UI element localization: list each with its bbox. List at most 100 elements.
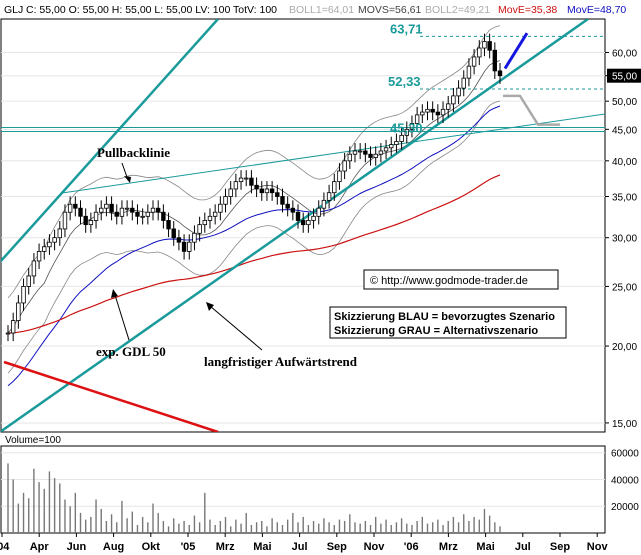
volume-tick-label: 40000 xyxy=(611,475,639,486)
candle-body xyxy=(233,181,239,190)
trend-arrowhead xyxy=(206,302,214,311)
pullback-arrowhead xyxy=(124,176,131,183)
candle-body xyxy=(451,95,456,105)
candle-body xyxy=(435,111,441,116)
volume-tick-label: 20000 xyxy=(611,502,639,513)
candle-body xyxy=(150,207,156,213)
symbol-label: GLJ xyxy=(4,4,23,16)
candle-body xyxy=(389,144,394,149)
candle-body xyxy=(425,108,430,113)
x-tick-label: '05 xyxy=(181,541,196,553)
candle-body xyxy=(456,87,461,97)
candle-body xyxy=(181,241,187,252)
y-tick-label: 60,00 xyxy=(612,48,637,59)
candle-body xyxy=(300,220,306,226)
candle-body xyxy=(306,220,311,226)
moving-averages xyxy=(7,105,501,387)
candle-body xyxy=(378,150,384,155)
pullback-label: Pullbacklinie xyxy=(97,145,170,160)
candle-body xyxy=(368,153,373,158)
candle-body xyxy=(99,207,104,213)
grid xyxy=(1,51,605,424)
candle-body xyxy=(326,192,332,201)
y-tick-label: 15,00 xyxy=(612,419,637,430)
candle-body xyxy=(352,150,358,155)
x-tick-label: Mrz xyxy=(216,541,235,553)
level-label-6371: 63,71 xyxy=(390,21,423,36)
candle-body xyxy=(321,199,327,209)
time-axis: '04 Apr Jun Aug Okt '05 Mrz Mai Jul Sep Nov '06 Mrz M… xyxy=(0,533,608,553)
movs-line xyxy=(7,60,501,334)
candle-body xyxy=(52,237,57,243)
candle-body xyxy=(104,203,109,209)
candle-body xyxy=(249,177,254,186)
last-price-text: 55,00 xyxy=(612,72,637,83)
y-tick-label: 50,00 xyxy=(612,97,637,108)
candle-body xyxy=(254,184,259,190)
x-tick-label: Okt xyxy=(142,541,161,553)
volume-bars xyxy=(7,463,501,533)
copyright-text: © http://www.godmode-trader.de xyxy=(370,275,528,287)
candle-body xyxy=(394,141,399,146)
y-tick-label: 30,00 xyxy=(612,234,637,245)
boll2-value: BOLL2=49,21 xyxy=(425,4,490,16)
candle-body xyxy=(238,177,244,183)
candle-body xyxy=(482,41,487,49)
volume-tick-label: 60000 xyxy=(611,449,639,460)
bollinger-lower xyxy=(7,100,501,374)
candles xyxy=(5,33,503,342)
candle-body xyxy=(93,211,99,221)
volume-grid xyxy=(1,452,605,507)
candle-body xyxy=(202,220,207,226)
x-tick-label: Apr xyxy=(30,541,50,553)
x-tick-label: '06 xyxy=(404,541,419,553)
volume-label: Volume=100 xyxy=(5,435,61,446)
gdl-arrowhead xyxy=(111,289,118,298)
x-tick-label: Sep xyxy=(327,541,347,553)
trend-label: langfristiger Aufwärtstrend xyxy=(204,354,358,369)
ohlc-stats: C: 55,00 O: 55,00 H: 55,00 L: 55,00 LV: … xyxy=(26,4,277,16)
candle-body xyxy=(78,207,83,217)
scenario-blue-arrow xyxy=(503,32,529,70)
x-tick-label: Mai xyxy=(253,541,271,553)
candle-body xyxy=(67,203,73,213)
candle-body xyxy=(10,320,16,334)
move-blue-value: MovE=48,70 xyxy=(567,4,626,16)
candle-body xyxy=(223,196,228,205)
candle-body xyxy=(83,215,88,226)
candle-body xyxy=(311,215,316,221)
candle-body xyxy=(383,147,389,152)
candle-body xyxy=(409,123,415,130)
candle-body xyxy=(492,49,498,72)
move-red-value: MovE=35,38 xyxy=(498,4,557,16)
copyright-box xyxy=(363,269,559,290)
x-tick-label: Jun xyxy=(67,541,87,553)
scenario-legend-box xyxy=(329,306,567,339)
candle-body xyxy=(420,111,425,116)
last-price-badge xyxy=(607,68,641,83)
candle-body xyxy=(347,153,353,162)
x-tick-label: Jul xyxy=(515,541,531,553)
scenario-gray-path xyxy=(503,94,560,126)
candle-body xyxy=(124,207,130,210)
candle-body xyxy=(487,41,492,51)
candle-body xyxy=(62,211,68,230)
y-tick-label: 20,00 xyxy=(612,342,637,353)
level-label-5233: 52,33 xyxy=(388,74,421,89)
candle-body xyxy=(176,237,182,243)
candle-body xyxy=(42,246,47,252)
candle-body xyxy=(357,150,363,153)
y-tick-label: 25,00 xyxy=(612,282,637,293)
price-levels xyxy=(1,35,605,133)
candle-body xyxy=(88,220,94,226)
candle-body xyxy=(171,228,176,239)
candle-body xyxy=(316,207,321,217)
x-tick-label: Sep xyxy=(550,541,570,553)
candle-body xyxy=(280,196,285,205)
x-tick-label: Jul xyxy=(292,541,308,553)
scenario-sketches xyxy=(503,32,560,126)
candle-body xyxy=(145,211,151,217)
boll1-value: BOLL1=64,01 xyxy=(289,4,354,16)
level-label-4530: 45,30 xyxy=(390,121,423,136)
